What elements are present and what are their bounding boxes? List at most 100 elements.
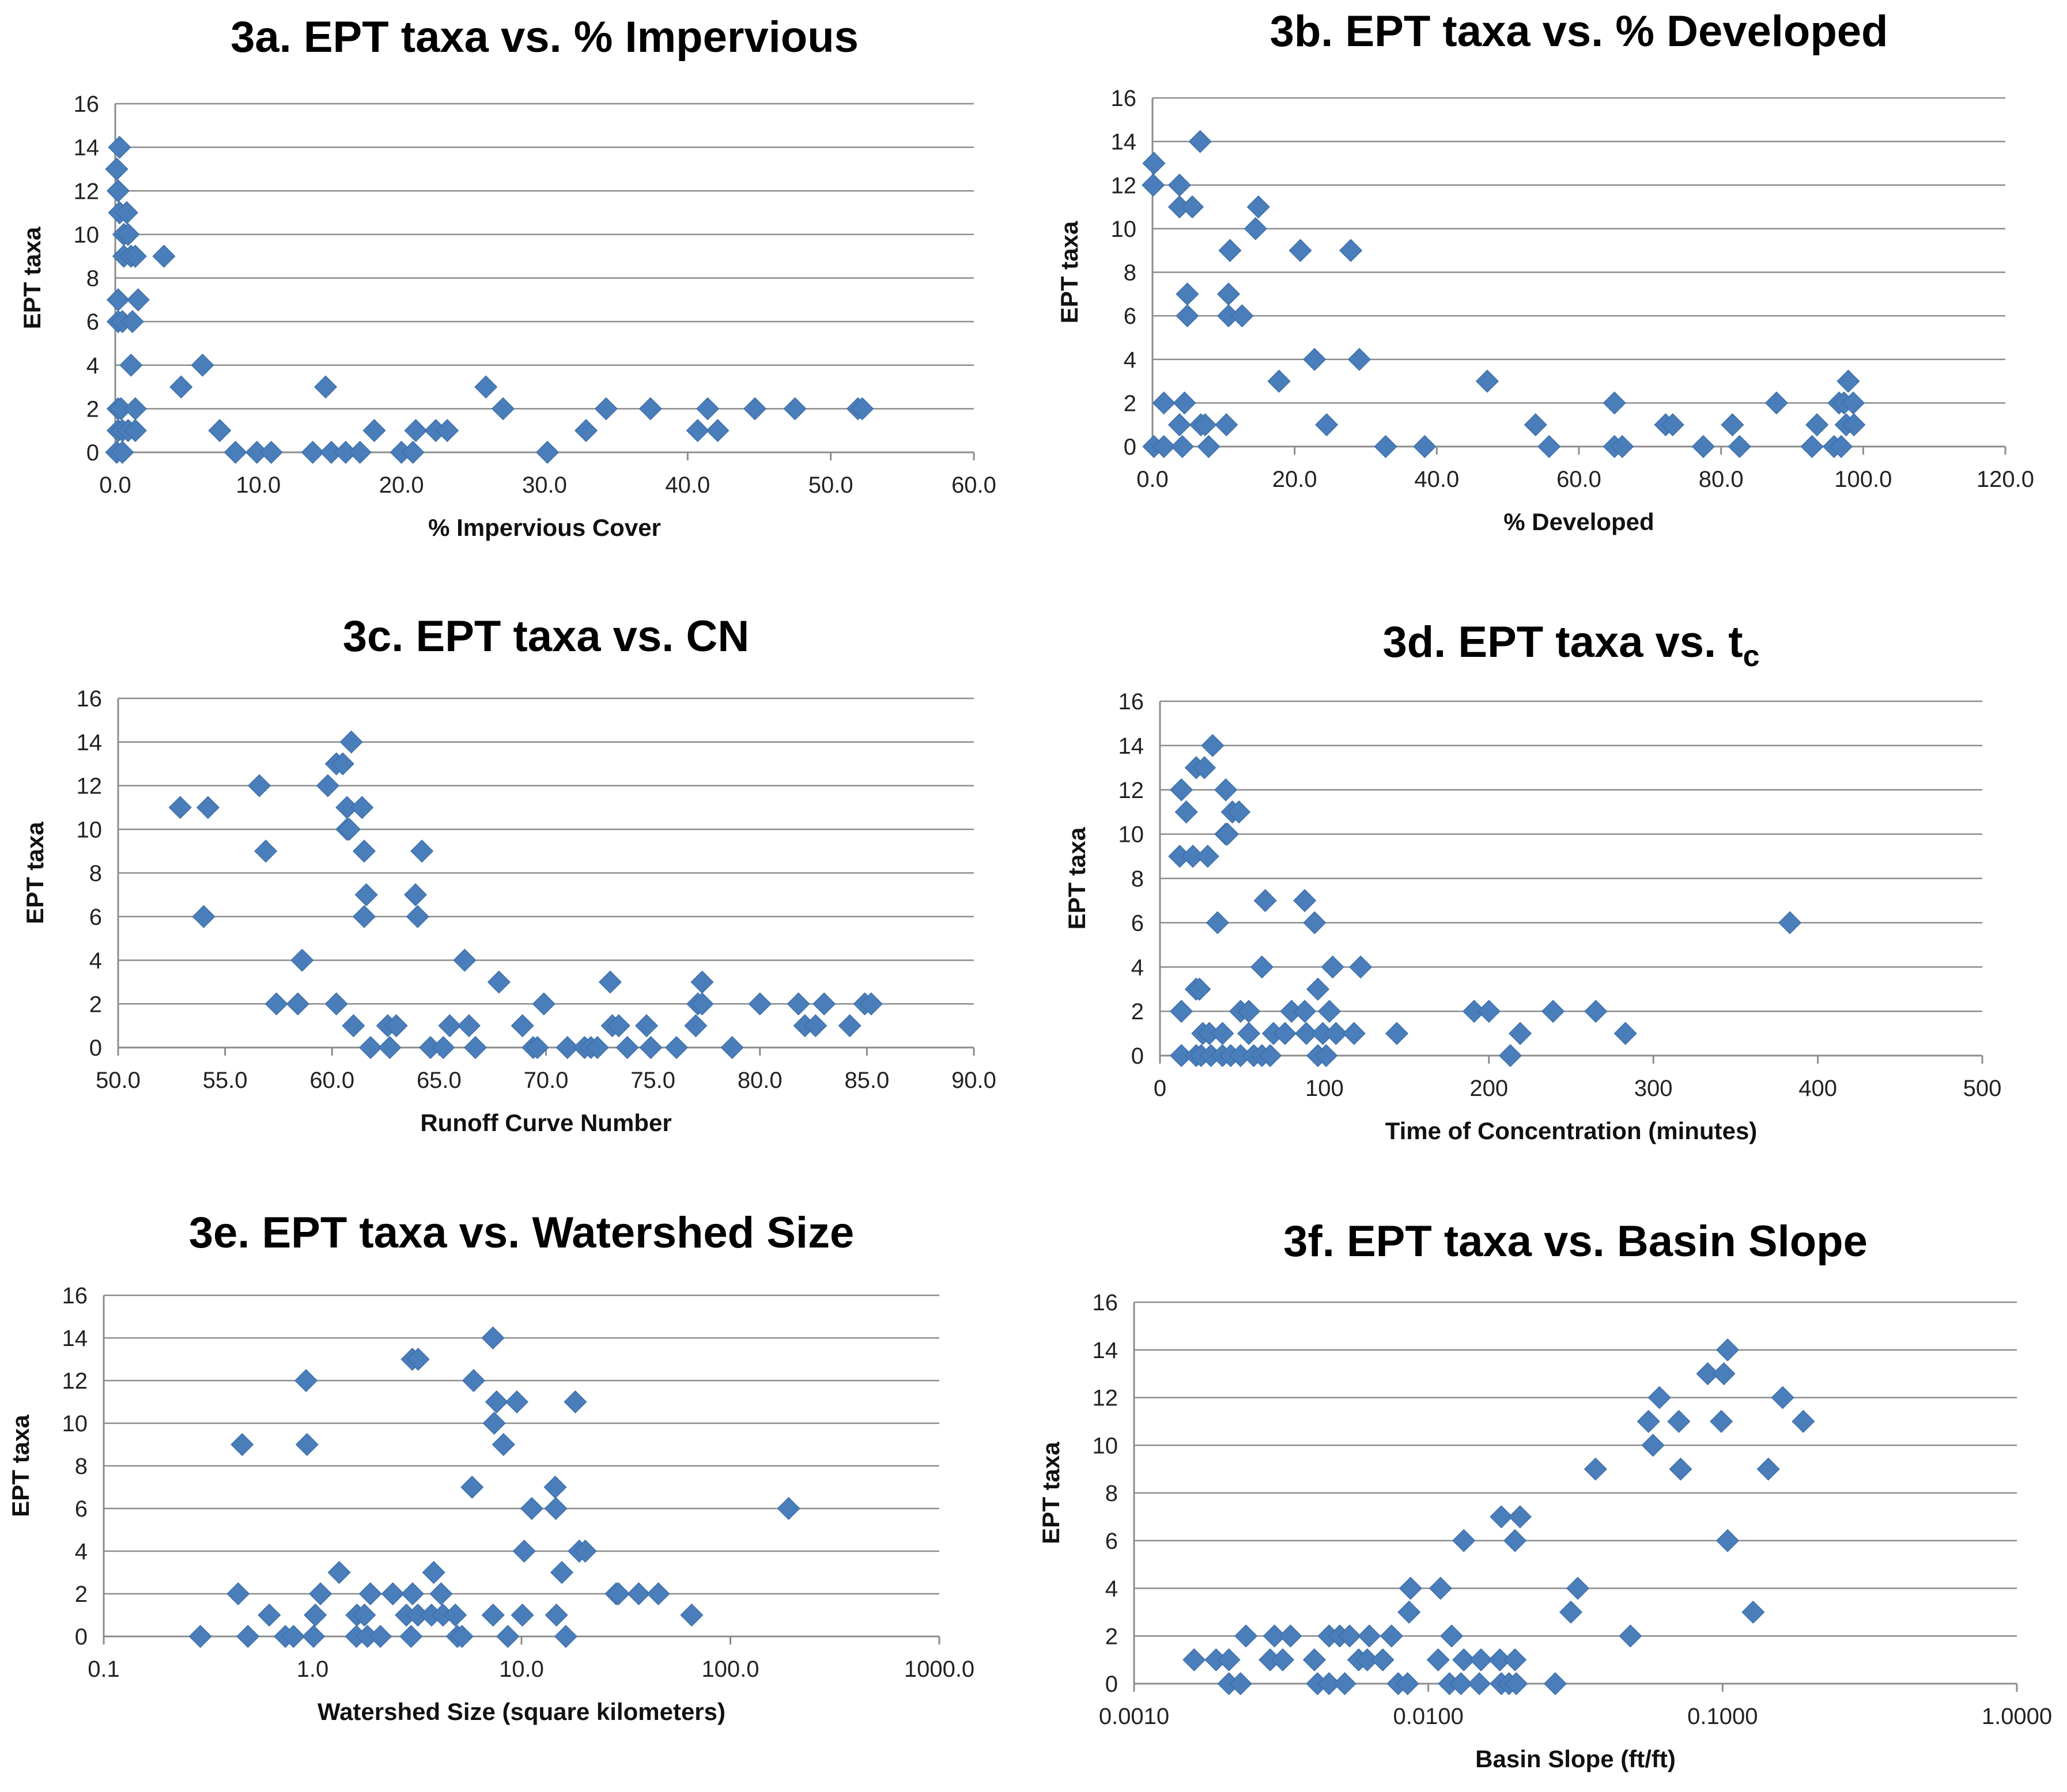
data-point-marker — [401, 440, 425, 464]
x-tick-label: 75.0 — [630, 1068, 675, 1093]
chart-title-text: 3f. EPT taxa vs. Basin Slope — [1283, 1217, 1868, 1266]
data-point-marker — [1271, 1648, 1295, 1672]
data-point-marker — [505, 1390, 528, 1414]
data-point-marker — [1237, 1022, 1261, 1045]
x-tick-label: 0.1 — [88, 1657, 120, 1682]
x-tick-label: 0.0 — [99, 472, 131, 498]
data-point-marker — [838, 1014, 861, 1038]
x-tick-label: 500 — [1963, 1076, 2002, 1101]
y-tick-label: 12 — [77, 774, 103, 799]
data-point-marker — [1619, 1624, 1642, 1648]
data-point-marker — [1667, 1409, 1691, 1433]
data-point-marker — [1303, 347, 1327, 371]
data-point-marker — [1805, 413, 1829, 437]
data-point-marker — [1721, 413, 1744, 437]
data-point-marker — [1741, 1600, 1765, 1624]
data-point-marker — [226, 1582, 250, 1606]
data-point-marker — [1317, 1672, 1341, 1696]
data-point-marker — [1342, 1022, 1366, 1045]
data-point-marker — [585, 1035, 609, 1060]
data-point-marker — [1337, 1624, 1362, 1648]
x-tick-label: 100.0 — [1834, 467, 1892, 492]
data-point-marker — [1771, 1386, 1794, 1409]
data-point-marker — [1173, 391, 1196, 415]
data-point-marker — [1218, 239, 1242, 262]
data-point-marker — [1413, 434, 1437, 459]
data-point-marker — [706, 419, 730, 443]
x-tick-label: 10.0 — [499, 1657, 544, 1682]
data-point-marker — [544, 1496, 568, 1521]
data-point-marker — [680, 1603, 704, 1627]
data-point-marker — [1842, 413, 1866, 437]
data-point-marker — [353, 1603, 376, 1627]
data-point-marker — [1475, 369, 1499, 393]
x-tick-label: 90.0 — [951, 1068, 996, 1093]
x-axis-title: % Impervious Cover — [428, 514, 661, 541]
data-point-marker — [1490, 1505, 1513, 1529]
data-point-marker — [462, 1368, 485, 1393]
chart-title-text: 3a. EPT taxa vs. % Impervious — [230, 13, 859, 62]
y-tick-label: 4 — [1105, 1576, 1118, 1602]
y-tick-label: 0 — [1131, 1044, 1144, 1069]
x-axis-title: Basin Slope (ft/ft) — [1475, 1745, 1676, 1772]
data-point-marker — [1469, 1648, 1493, 1672]
y-tick-label: 4 — [1131, 955, 1144, 980]
data-point-marker — [526, 1035, 549, 1060]
x-axis-title: % Developed — [1503, 508, 1654, 535]
y-axis-title: EPT taxa — [7, 1415, 34, 1517]
data-point-marker — [1837, 369, 1860, 393]
data-point-marker — [696, 397, 720, 421]
chart-svg: 3b. EPT taxa vs. % Developed 0 2 4 6 8 10 12 14 1… — [1056, 7, 2034, 535]
y-tick-label: 12 — [1118, 778, 1144, 803]
data-point-marker — [406, 905, 429, 928]
data-point-marker — [1778, 911, 1802, 935]
x-tick-label: 50.0 — [808, 472, 853, 498]
data-point-marker — [634, 1014, 659, 1038]
data-point-marker — [1188, 130, 1212, 153]
data-point-marker — [1756, 1457, 1780, 1481]
data-point-marker — [1314, 1044, 1338, 1068]
data-point-marker — [1339, 239, 1363, 262]
y-tick-label: 0 — [89, 1035, 102, 1061]
y-tick-label: 0 — [1124, 434, 1136, 460]
x-tick-label: 100 — [1305, 1076, 1344, 1101]
x-tick-label: 20.0 — [379, 472, 424, 498]
data-point-marker — [1288, 239, 1312, 262]
y-tick-label: 16 — [1111, 86, 1137, 111]
chart-title: 3a. EPT taxa vs. % Impervious — [230, 13, 859, 62]
data-point-marker — [106, 288, 130, 312]
data-point-marker — [1641, 1434, 1665, 1457]
data-point-marker — [301, 440, 324, 464]
chart-title-text: 3e. EPT taxa vs. Watershed Size — [189, 1208, 855, 1257]
y-tick-label: 8 — [86, 266, 99, 292]
data-point-marker — [639, 1035, 663, 1060]
data-point-marker — [259, 440, 283, 464]
data-point-marker — [1715, 1338, 1740, 1362]
data-point-marker — [105, 157, 129, 181]
chart-title: 3d. EPT taxa vs. tc — [1382, 618, 1759, 673]
data-point-marker — [1196, 845, 1219, 868]
data-point-marker — [1691, 434, 1715, 459]
data-point-marker — [224, 440, 247, 464]
data-point-marker — [813, 992, 836, 1016]
data-point-marker — [851, 397, 874, 421]
x-tick-label: 1.0000 — [1982, 1704, 2052, 1729]
data-point-marker — [1167, 173, 1191, 197]
chart-panel-3b: 3b. EPT taxa vs. % Developed 0 2 4 6 8 10 12 14 1… — [1037, 0, 2051, 576]
y-axis-title: EPT taxa — [21, 822, 48, 924]
data-point-marker — [368, 1624, 392, 1649]
x-tick-label: 200 — [1469, 1076, 1508, 1101]
y-tick-label: 12 — [62, 1368, 88, 1394]
x-tick-label: 60.0 — [309, 1068, 354, 1093]
data-point-marker — [1216, 282, 1241, 306]
data-point-marker — [1152, 434, 1176, 459]
data-point-marker — [1764, 391, 1788, 415]
data-point-marker — [1244, 217, 1267, 240]
data-point-marker — [1230, 304, 1254, 328]
x-tick-label: 50.0 — [96, 1068, 141, 1093]
data-point-marker — [1215, 413, 1238, 437]
x-tick-label: 1000.0 — [904, 1657, 974, 1682]
data-point-marker — [743, 397, 767, 421]
y-tick-label: 2 — [1124, 391, 1136, 416]
chart-title-text: 3d. EPT taxa vs. t — [1382, 618, 1743, 667]
